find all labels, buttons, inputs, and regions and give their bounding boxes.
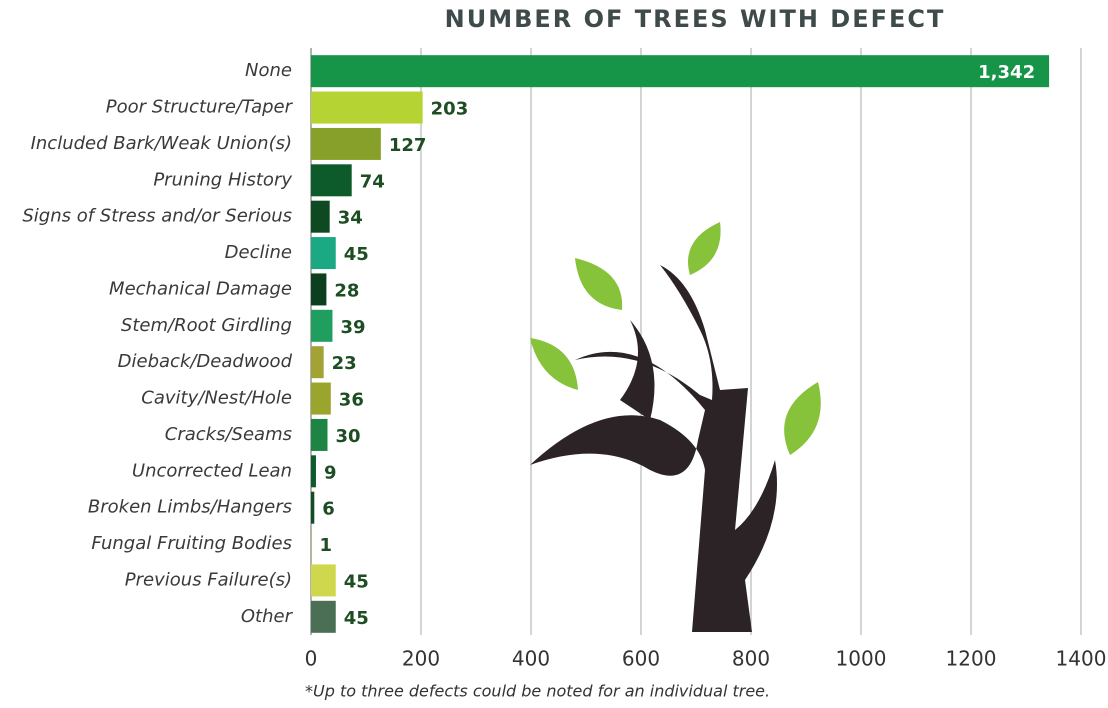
category-label: Cavity/Nest/Hole (141, 388, 292, 409)
bar (311, 273, 327, 306)
value-label: 23 (332, 353, 357, 374)
bar (311, 346, 324, 379)
bar (311, 455, 316, 488)
value-label: 1 (320, 535, 333, 556)
category-label: Mechanical Damage (109, 278, 292, 299)
value-label: 203 (431, 99, 469, 120)
bar (311, 309, 333, 342)
bar (311, 418, 328, 451)
x-tick-label: 0 (305, 647, 318, 671)
x-tick-label: 800 (732, 647, 770, 671)
x-tick-label: 1400 (1056, 647, 1107, 671)
bar (311, 564, 336, 597)
category-label: Poor Structure/Taper (106, 97, 294, 118)
category-label: Broken Limbs/Hangers (88, 497, 292, 518)
bar (311, 491, 315, 524)
category-label: Fungal Fruiting Bodies (91, 533, 292, 554)
value-label: 74 (360, 171, 385, 192)
x-tick-label: 600 (622, 647, 660, 671)
value-label: 6 (322, 499, 335, 520)
value-label: 30 (336, 426, 361, 447)
x-tick-label: 200 (402, 647, 440, 671)
value-label: 45 (344, 244, 369, 265)
category-label: Cracks/Seams (165, 424, 292, 445)
chart-title: NUMBER OF TREES WITH DEFECT (445, 5, 946, 33)
category-label: Pruning History (153, 169, 292, 190)
value-label: 45 (344, 608, 369, 629)
category-label: Uncorrected Lean (132, 460, 292, 481)
category-label: Included Bark/Weak Union(s) (31, 133, 292, 154)
value-label: 127 (389, 135, 427, 156)
bar (311, 600, 336, 633)
x-tick-label: 1000 (836, 647, 887, 671)
category-label: Decline (225, 242, 292, 263)
category-label: Signs of Stress and/or Serious (22, 206, 292, 227)
bar (311, 91, 423, 124)
footnote: *Up to three defects could be noted for … (305, 682, 770, 701)
tree-illustration (530, 222, 821, 632)
category-label: Previous Failure(s) (125, 569, 292, 590)
bar (311, 382, 331, 415)
bar (311, 127, 381, 160)
value-label: 45 (344, 571, 369, 592)
bar (311, 55, 1050, 88)
value-label: 34 (338, 208, 363, 229)
x-tick-label: 1200 (946, 647, 997, 671)
bar (311, 237, 336, 270)
value-label: 39 (340, 317, 365, 338)
bar (311, 164, 352, 197)
value-label: 1,342 (978, 62, 1035, 83)
value-label: 36 (339, 390, 364, 411)
category-label: None (245, 60, 292, 81)
value-label: 28 (334, 280, 359, 301)
category-label: Dieback/Deadwood (118, 351, 293, 372)
bar (311, 528, 312, 561)
bar (311, 200, 330, 233)
x-tick-label: 400 (512, 647, 550, 671)
value-label: 9 (324, 462, 337, 483)
category-label: Other (241, 606, 294, 627)
category-label: Stem/Root Girdling (121, 315, 292, 336)
